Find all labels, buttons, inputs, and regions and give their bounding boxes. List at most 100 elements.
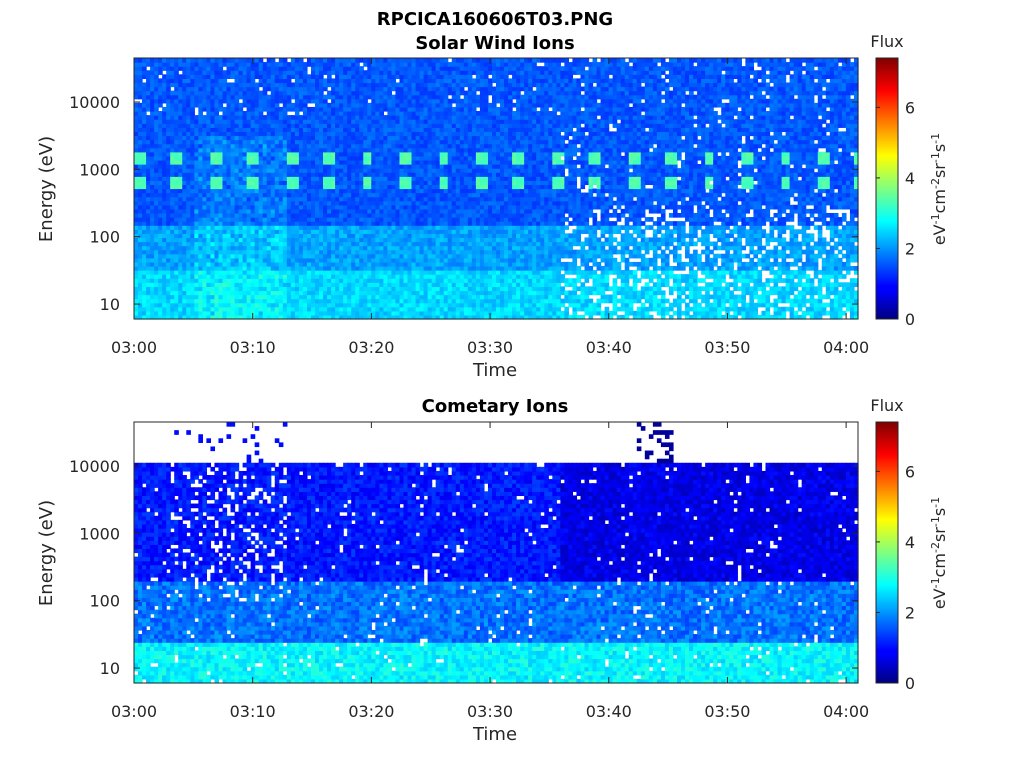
heatmap-cell xyxy=(355,106,360,112)
heatmap-cell xyxy=(222,208,228,214)
heatmap-cell xyxy=(351,184,356,190)
heatmap-cell xyxy=(222,155,228,161)
heatmap-cell xyxy=(150,245,155,251)
heatmap-cell xyxy=(170,261,175,267)
heatmap-cell xyxy=(290,139,296,145)
heatmap-cell xyxy=(447,306,453,312)
heatmap-cell xyxy=(138,261,143,267)
heatmap-cell xyxy=(266,168,272,173)
heatmap-cell xyxy=(194,249,199,255)
heatmap-cell xyxy=(298,192,304,198)
heatmap-cell xyxy=(363,90,368,96)
heatmap-cell xyxy=(222,241,228,247)
heatmap-cell xyxy=(375,192,380,198)
heatmap-cell xyxy=(391,143,397,149)
heatmap-cell xyxy=(146,233,151,239)
heatmap-cell xyxy=(391,286,397,292)
heatmap-cell xyxy=(371,274,376,279)
heatmap-cell xyxy=(138,58,143,63)
heatmap-cell xyxy=(419,106,425,112)
heatmap-cell xyxy=(134,204,139,210)
heatmap-cell xyxy=(278,180,284,186)
heatmap-cell xyxy=(242,314,248,320)
heatmap-cell xyxy=(250,131,256,137)
heatmap-cell xyxy=(335,172,340,177)
heatmap-cell xyxy=(246,290,252,296)
heatmap-cell xyxy=(323,310,328,316)
heatmap-cell xyxy=(431,70,437,75)
heatmap-cell xyxy=(411,188,417,194)
heatmap-cell xyxy=(266,282,272,287)
heatmap-cell xyxy=(319,225,324,230)
heatmap-cell xyxy=(319,131,324,137)
heatmap-cell xyxy=(146,294,151,300)
heatmap-cell xyxy=(375,86,380,92)
heatmap-cell xyxy=(403,200,409,206)
heatmap-cell xyxy=(327,257,332,263)
heatmap-cell xyxy=(359,74,364,79)
heatmap-cell xyxy=(302,270,308,275)
heatmap-cell xyxy=(347,200,352,206)
heatmap-cell xyxy=(162,168,167,173)
heatmap-cell xyxy=(282,70,288,75)
heatmap-cell xyxy=(270,155,276,161)
heatmap-cell xyxy=(274,62,280,67)
heatmap-cell xyxy=(166,172,171,177)
heatmap-cell xyxy=(298,62,304,67)
heatmap-cell xyxy=(158,286,163,292)
heatmap-cell xyxy=(395,237,401,243)
heatmap-cell xyxy=(202,212,207,218)
heatmap-cell xyxy=(246,58,252,63)
heatmap-cell xyxy=(254,208,260,214)
heatmap-cell xyxy=(234,274,240,279)
heatmap-cell xyxy=(371,115,376,120)
heatmap-cell xyxy=(423,245,429,251)
heatmap-cell xyxy=(166,151,171,157)
heatmap-cell xyxy=(186,229,191,234)
heatmap-cell xyxy=(375,74,380,79)
heatmap-cell xyxy=(443,265,449,271)
heatmap-cell xyxy=(431,115,437,120)
heatmap-cell xyxy=(427,253,433,259)
heatmap-cell xyxy=(323,249,328,255)
heatmap-cell xyxy=(218,143,224,149)
heatmap-cell xyxy=(158,192,163,198)
heatmap-cell xyxy=(419,286,425,292)
heatmap-cell xyxy=(379,164,384,169)
heatmap-cell xyxy=(166,102,171,108)
heatmap-cell xyxy=(367,221,372,226)
heatmap-cell xyxy=(443,245,449,251)
heatmap-cell xyxy=(443,119,449,124)
heatmap-cell xyxy=(363,180,368,186)
heatmap-cell xyxy=(242,290,248,296)
heatmap-cell xyxy=(158,221,163,226)
heatmap-cell xyxy=(290,180,296,186)
heatmap-cell xyxy=(158,70,163,75)
heatmap-cell xyxy=(407,306,413,312)
heatmap-cell xyxy=(254,302,260,308)
heatmap-cell xyxy=(383,82,388,88)
heatmap-cell xyxy=(138,314,143,320)
heatmap-cell xyxy=(391,290,397,296)
heatmap-cell xyxy=(222,204,228,210)
heatmap-cell xyxy=(218,200,224,206)
heatmap-cell xyxy=(138,123,143,128)
heatmap-cell xyxy=(447,111,453,116)
heatmap-cell xyxy=(335,196,340,202)
heatmap-cell xyxy=(323,261,328,267)
heatmap-cell xyxy=(339,115,344,120)
heatmap-cell xyxy=(186,111,191,116)
heatmap-cell xyxy=(258,225,264,230)
heatmap-cell xyxy=(290,74,296,79)
heatmap-cell xyxy=(319,237,324,243)
heatmap-cell xyxy=(230,168,236,173)
heatmap-cell xyxy=(379,78,384,84)
heatmap-cell xyxy=(294,257,300,263)
heatmap-cell xyxy=(439,168,445,173)
heatmap-cell xyxy=(367,70,372,75)
heatmap-cell xyxy=(290,135,296,141)
heatmap-cell xyxy=(395,306,401,312)
heatmap-cell xyxy=(278,225,284,230)
heatmap-cell xyxy=(331,151,336,157)
heatmap-cell xyxy=(343,274,348,279)
